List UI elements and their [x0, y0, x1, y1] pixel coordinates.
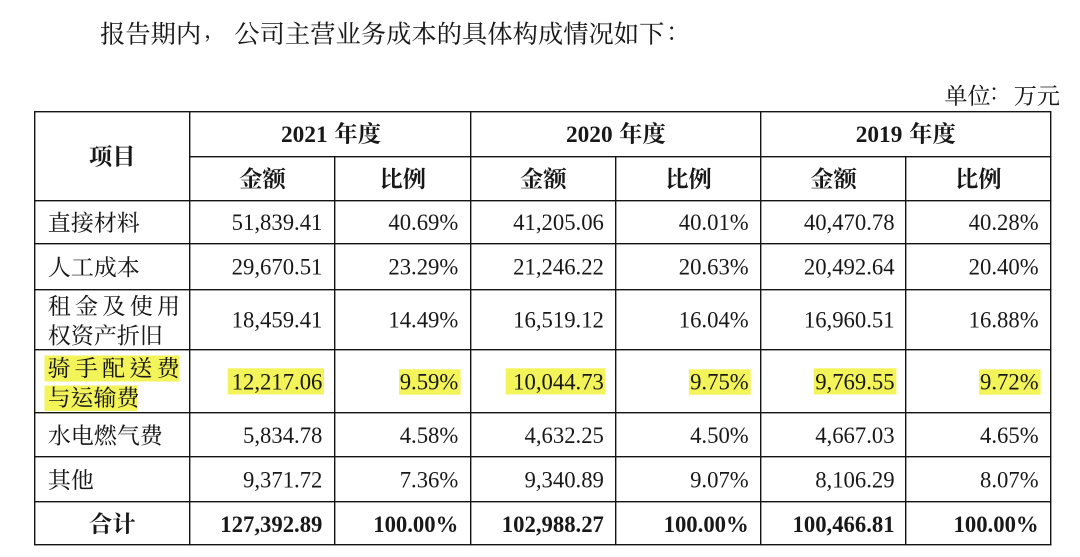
svg-text:20.40%: 20.40% — [969, 255, 1039, 280]
svg-text:100.00%: 100.00% — [954, 512, 1039, 537]
svg-text:8.07%: 8.07% — [980, 467, 1039, 492]
svg-text:14.49%: 14.49% — [388, 308, 458, 333]
svg-text:100.00%: 100.00% — [373, 512, 458, 537]
svg-text:51,839.41: 51,839.41 — [232, 210, 323, 235]
svg-text:4.50%: 4.50% — [690, 423, 749, 448]
svg-text:16,960.51: 16,960.51 — [804, 308, 895, 333]
svg-text:40.69%: 40.69% — [388, 210, 458, 235]
svg-text:18,459.41: 18,459.41 — [232, 308, 323, 333]
svg-text:40.01%: 40.01% — [679, 210, 749, 235]
svg-text:20,492.64: 20,492.64 — [804, 255, 895, 280]
svg-text:4,667.03: 4,667.03 — [815, 423, 894, 448]
svg-text:2020: 2020 — [566, 122, 613, 148]
svg-text:9.07%: 9.07% — [690, 467, 749, 492]
svg-text:9,769.55: 9,769.55 — [815, 369, 894, 394]
svg-text:5,834.78: 5,834.78 — [243, 423, 322, 448]
svg-text:9.75%: 9.75% — [690, 369, 749, 394]
svg-text:4.65%: 4.65% — [980, 423, 1039, 448]
svg-text:16.04%: 16.04% — [679, 308, 749, 333]
svg-text:9.72%: 9.72% — [980, 369, 1039, 394]
svg-text:41,205.06: 41,205.06 — [513, 210, 604, 235]
svg-text:23.29%: 23.29% — [388, 255, 458, 280]
svg-text:102,988.27: 102,988.27 — [502, 512, 604, 537]
svg-text:9.59%: 9.59% — [400, 369, 459, 394]
svg-text:9,371.72: 9,371.72 — [243, 467, 322, 492]
svg-text:2021: 2021 — [281, 122, 328, 148]
svg-text:29,670.51: 29,670.51 — [232, 255, 323, 280]
svg-text:100,466.81: 100,466.81 — [793, 512, 895, 537]
svg-text:40.28%: 40.28% — [969, 210, 1039, 235]
svg-text:4.58%: 4.58% — [400, 423, 459, 448]
svg-text:10,044.73: 10,044.73 — [513, 369, 604, 394]
svg-text:127,392.89: 127,392.89 — [220, 512, 322, 537]
svg-text:100.00%: 100.00% — [664, 512, 749, 537]
svg-text:20.63%: 20.63% — [679, 255, 749, 280]
svg-text:7.36%: 7.36% — [400, 467, 459, 492]
svg-text:2019: 2019 — [856, 122, 903, 148]
svg-text:21,246.22: 21,246.22 — [513, 255, 604, 280]
svg-text:16,519.12: 16,519.12 — [513, 308, 604, 333]
svg-text:12,217.06: 12,217.06 — [232, 369, 323, 394]
svg-text:40,470.78: 40,470.78 — [804, 210, 895, 235]
svg-text:8,106.29: 8,106.29 — [815, 467, 894, 492]
svg-text:9,340.89: 9,340.89 — [524, 467, 603, 492]
svg-text:16.88%: 16.88% — [969, 308, 1039, 333]
svg-text:4,632.25: 4,632.25 — [524, 423, 603, 448]
